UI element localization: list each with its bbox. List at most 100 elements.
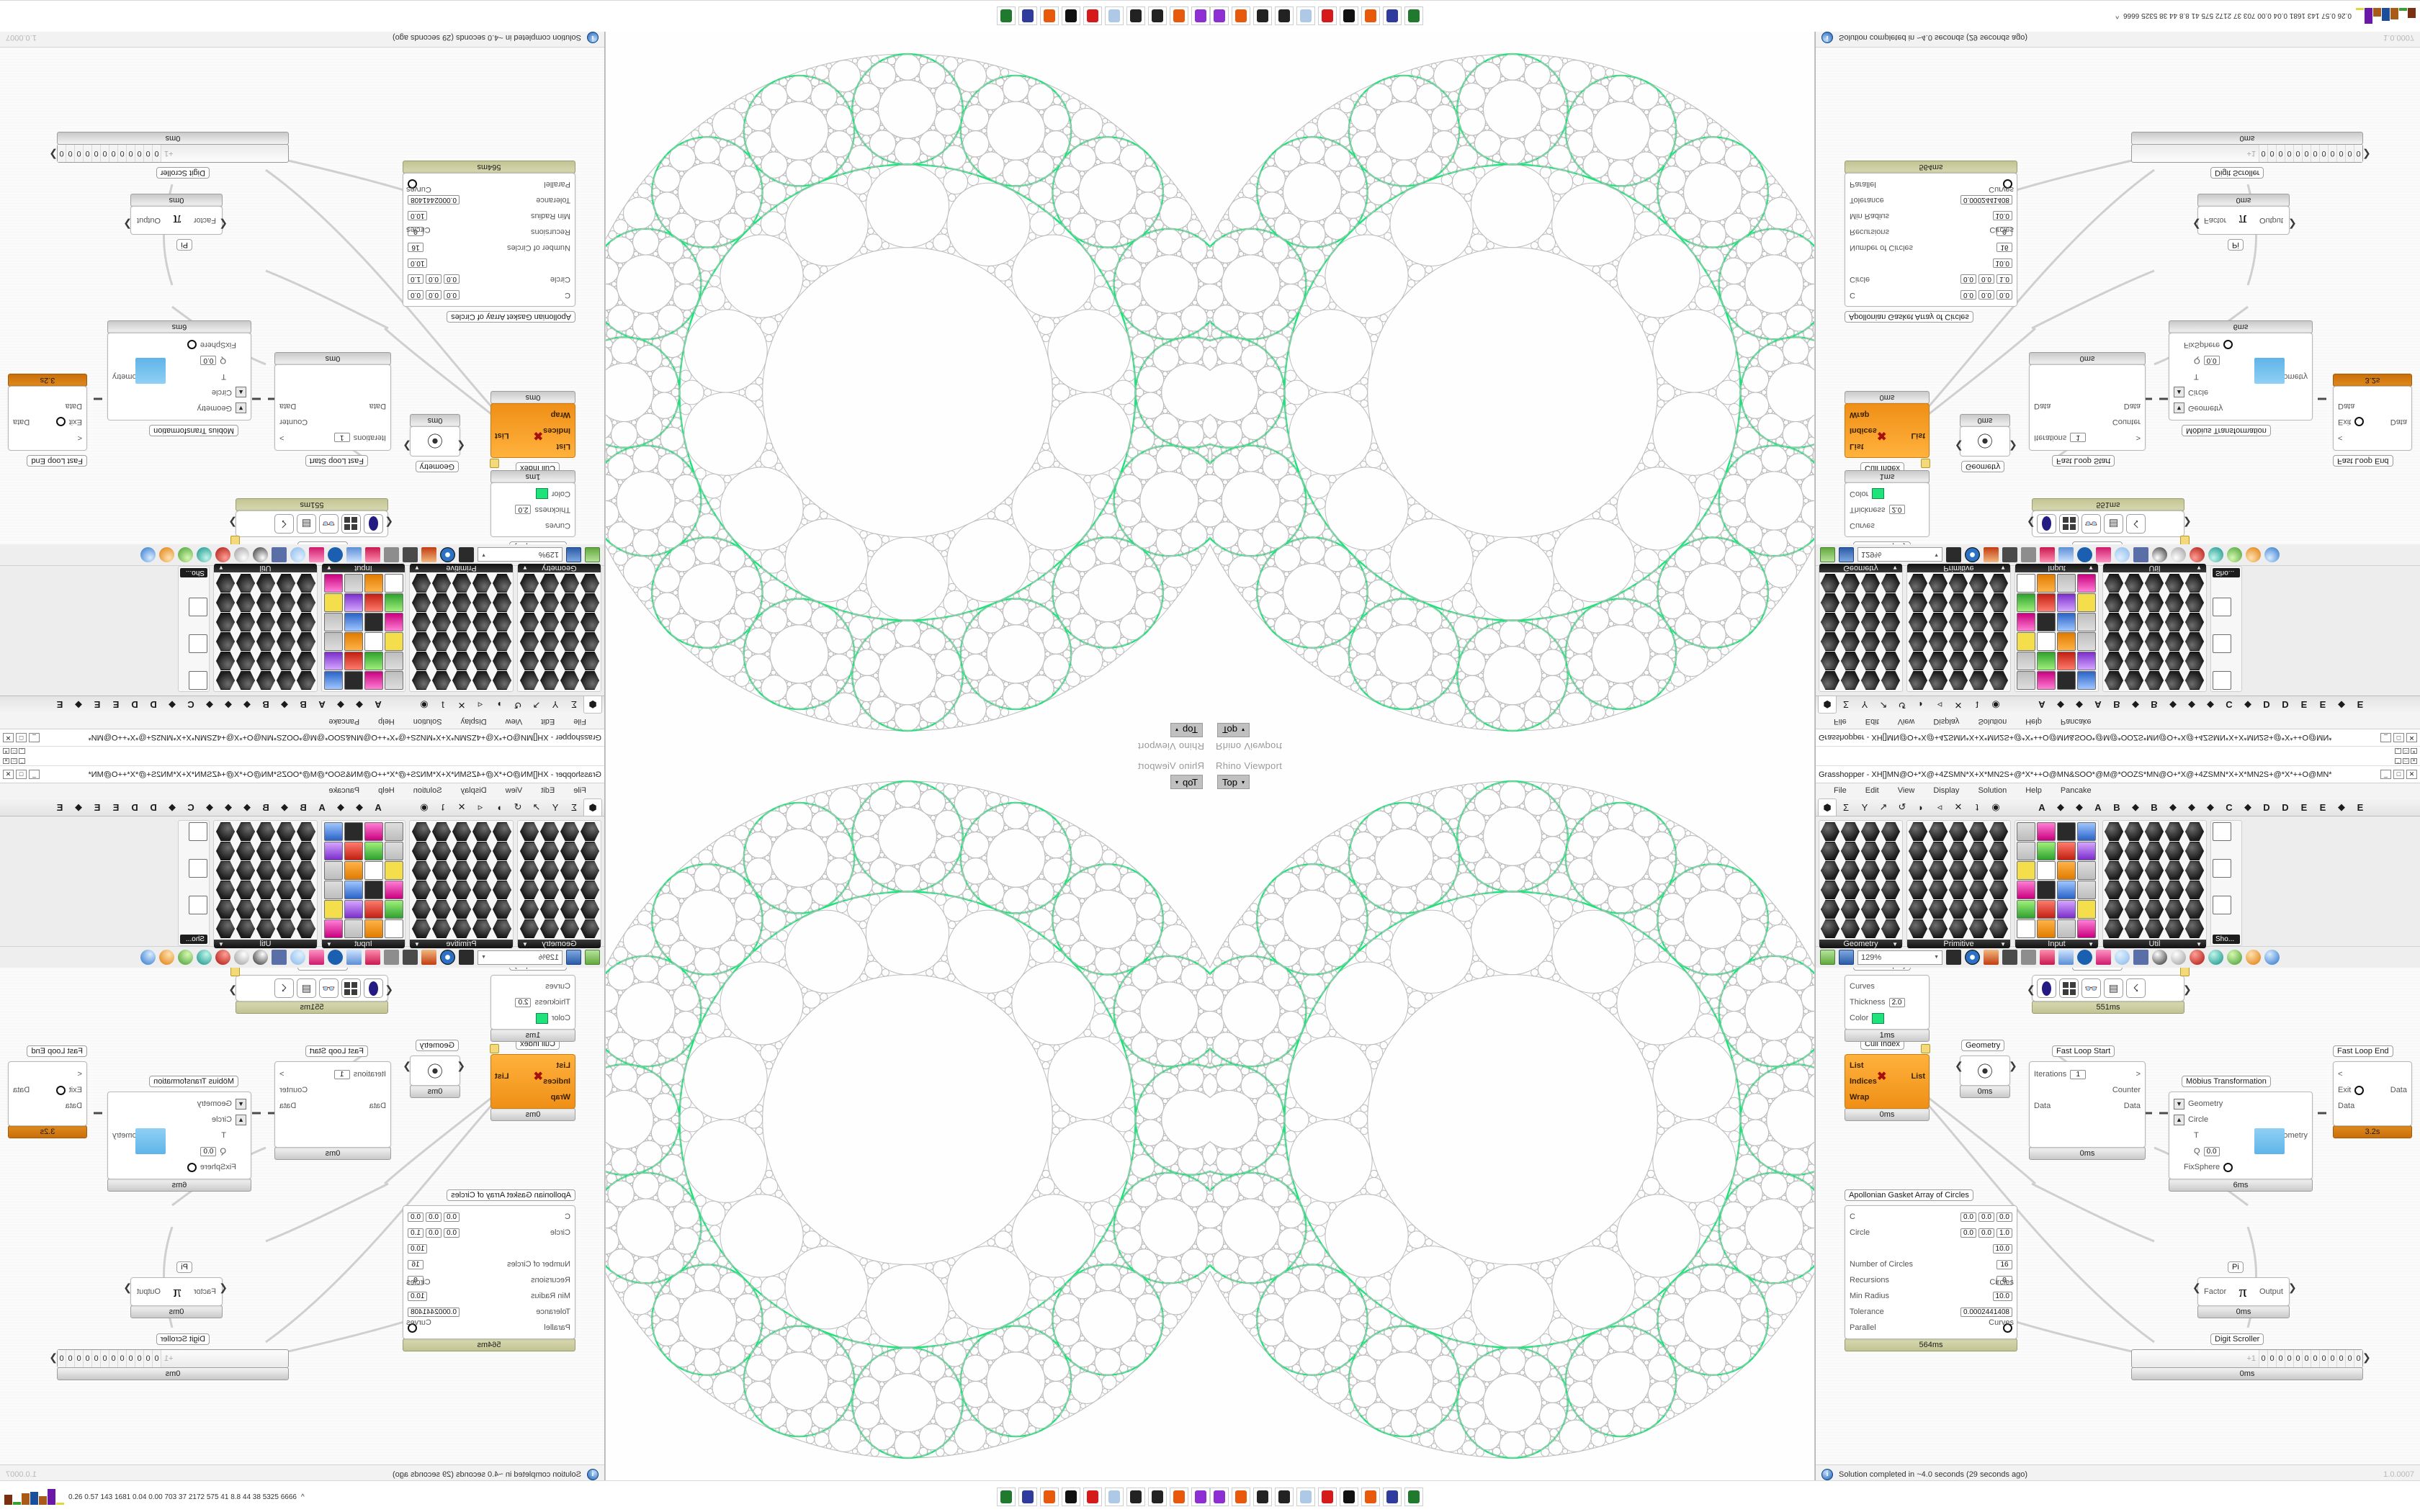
component-icon[interactable] (432, 919, 451, 938)
input-port[interactable]: ❮ (2192, 1283, 2201, 1294)
chevron-down-icon[interactable]: ▼ (481, 552, 486, 557)
ribbon-tab-kite-icon[interactable]: ◆ (2057, 801, 2064, 812)
value-number-of-circles[interactable]: 16 (1996, 243, 2012, 253)
ribbon-tab-grid-icon[interactable]: ◆ (225, 801, 232, 812)
component-icon[interactable] (364, 652, 383, 670)
value-nz[interactable]: 1.0 (1996, 1228, 2012, 1238)
component-icon[interactable] (1929, 881, 1948, 899)
value-cz[interactable]: 0.0 (408, 1212, 424, 1222)
node-body[interactable]: Factor π Output ❮ ❯ (2192, 1277, 2297, 1306)
node-fast-loop-end[interactable]: Fast Loop End < Exit Data Data 3.2s (8, 374, 87, 467)
component-icon[interactable] (560, 900, 579, 919)
color-swatch[interactable] (1872, 1012, 1885, 1024)
ribbon-tab-transform-icon[interactable]: ʇ (442, 801, 444, 813)
node-caption[interactable]: Curve Display (1853, 968, 1912, 971)
menu-item-edit[interactable]: Edit (1865, 786, 1879, 795)
ribbon-tab-c[interactable]: C (2226, 699, 2233, 711)
component-icon[interactable] (2057, 919, 2076, 938)
infoglasses-stack-icon[interactable]: ▤ (2104, 514, 2123, 534)
component-icon[interactable] (452, 919, 471, 938)
rhino-viewport[interactable]: Rhino Viewport Top ▾ (1210, 756, 1815, 1483)
at-icon[interactable] (2021, 547, 2036, 562)
sphere-blue-icon[interactable] (2264, 547, 2280, 562)
profiler-icon[interactable] (403, 547, 418, 562)
component-icon[interactable] (364, 822, 383, 841)
node-input-row[interactable]: Circle 0.0 0.0 1.0 (403, 1225, 575, 1241)
ribbon-tab-e[interactable]: E (2357, 801, 2364, 813)
chevron-down-icon[interactable]: ▼ (522, 940, 528, 948)
arrow-up-icon[interactable]: ▲ (236, 387, 246, 398)
component-icon[interactable] (1881, 613, 1900, 631)
node-input-row[interactable]: Circle 0.0 0.0 1.0 (1845, 1225, 2017, 1241)
component-icon[interactable] (2037, 822, 2056, 841)
ribbon-tab-y-branch-icon[interactable]: Υ (552, 801, 559, 813)
component-icon[interactable] (324, 822, 343, 841)
at-icon[interactable] (384, 950, 399, 965)
infoglasses-glasses-icon[interactable]: 👓 (2081, 978, 2101, 998)
component-icon[interactable] (540, 593, 559, 612)
component-icon[interactable] (324, 861, 343, 880)
node-output-labels[interactable]: Curves (406, 185, 431, 194)
component-icon[interactable] (452, 632, 471, 651)
component-icon[interactable] (236, 842, 255, 860)
component-icon[interactable] (344, 652, 363, 670)
ribbon-tab-eye-icon[interactable]: ◉ (420, 801, 429, 812)
component-icon[interactable] (1821, 900, 1839, 919)
app-firefox2-icon[interactable] (1361, 6, 1380, 26)
glasses-icon[interactable] (189, 822, 207, 841)
component-icon[interactable] (2037, 593, 2056, 612)
new-file-icon[interactable] (1820, 950, 1835, 965)
ribbon-tab-mountain-icon[interactable]: ◆ (281, 700, 288, 711)
component-icon[interactable] (1881, 671, 1900, 690)
value-cy[interactable]: 0.0 (1978, 1212, 1994, 1222)
value-r[interactable]: 10.0 (408, 1243, 428, 1254)
minimize-icon[interactable]: _ (19, 757, 25, 764)
bake-icon[interactable] (1984, 547, 1999, 562)
ribbon-tab-kite-icon[interactable]: ◆ (356, 801, 363, 812)
sphere-red-icon[interactable] (215, 547, 230, 562)
component-icon[interactable] (2145, 574, 2164, 593)
scroller-digit[interactable]: 0 (2336, 1350, 2345, 1367)
component-icon[interactable] (581, 593, 599, 612)
sphere-orange-icon[interactable] (159, 950, 174, 965)
component-icon[interactable] (1821, 822, 1839, 841)
scroller-digit[interactable]: 0 (135, 1350, 144, 1367)
node-timer[interactable]: 0ms (1845, 1108, 1930, 1121)
maximize-icon[interactable]: □ (2403, 757, 2409, 764)
component-icon[interactable] (432, 900, 451, 919)
menu-item-solution[interactable]: Solution (413, 786, 442, 795)
component-icon[interactable] (2017, 593, 2035, 612)
node-input-row[interactable]: Thickness 2.0 (1845, 502, 1929, 518)
ribbon-tab-e[interactable]: E (2300, 801, 2308, 813)
value-r[interactable]: 10.0 (408, 258, 428, 269)
ribbon-tab-arrow-icon[interactable]: ↗ (532, 700, 541, 711)
component-icon[interactable] (1909, 842, 1927, 860)
node-timer[interactable]: 551ms (236, 498, 388, 511)
ribbon-tab-d[interactable]: D (2263, 699, 2270, 711)
component-icon[interactable] (2077, 613, 2096, 631)
output-label-list[interactable]: List (1911, 1072, 1925, 1081)
component-icon[interactable] (1861, 919, 1880, 938)
ribbon-tab-sigma-icon[interactable]: Σ (1842, 801, 1850, 813)
component-icon[interactable] (2017, 822, 2035, 841)
component-icon[interactable] (2037, 574, 2056, 593)
component-icon[interactable] (2057, 671, 2076, 690)
component-icon[interactable] (2165, 919, 2184, 938)
document-icon[interactable] (2058, 547, 2074, 562)
node-timer[interactable]: 6ms (107, 1179, 251, 1192)
ribbon-tab-d[interactable]: D (2282, 699, 2289, 711)
component-icon[interactable] (540, 822, 559, 841)
node-input-row[interactable]: Wrap (1845, 407, 1929, 423)
ribbon-tab-b[interactable]: B (262, 699, 269, 711)
chevron-down-icon[interactable]: ▼ (218, 564, 224, 572)
component-icon[interactable] (432, 842, 451, 860)
component-icon[interactable] (297, 632, 315, 651)
output-port[interactable]: ❯ (49, 148, 58, 159)
component-icon[interactable] (1841, 881, 1860, 899)
output-port[interactable]: ❯ (2362, 1353, 2371, 1364)
component-icon[interactable] (1969, 652, 1988, 670)
component-icon[interactable] (2145, 842, 2164, 860)
component-icon[interactable] (520, 613, 539, 631)
component-icon[interactable] (1821, 861, 1839, 880)
node-body[interactable]: Curves Thickness 2.0 Color (1845, 975, 1930, 1030)
